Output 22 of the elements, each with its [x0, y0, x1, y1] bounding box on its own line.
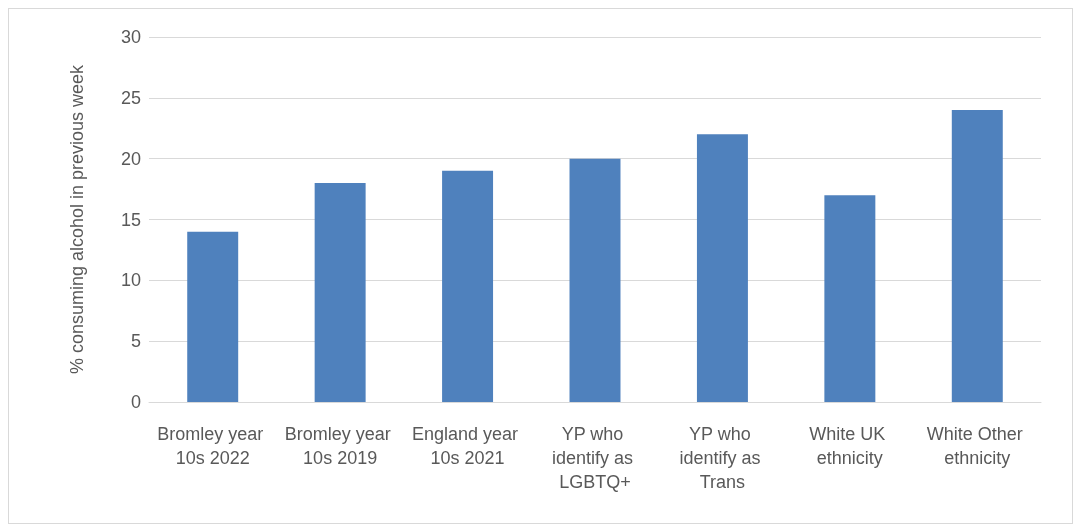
bar: [314, 183, 366, 402]
y-tick-label: 15: [120, 209, 141, 230]
y-tick-label: 20: [120, 148, 141, 169]
x-tick-label: England year 10s 2021: [412, 424, 524, 468]
x-tick-label: YP who identify as Trans: [679, 424, 766, 492]
x-tick-label: White Other ethnicity: [926, 424, 1028, 468]
bar: [569, 158, 621, 402]
x-tick-label: Bromley year 10s 2022: [157, 424, 269, 468]
x-tick-label: Bromley year 10s 2019: [284, 424, 396, 468]
bar: [187, 231, 239, 402]
bar: [696, 134, 748, 402]
y-tick-label: 25: [120, 87, 141, 108]
y-tick-label: 5: [130, 331, 141, 352]
y-tick-label: 0: [130, 392, 141, 412]
bar: [442, 170, 494, 402]
bar: [824, 195, 876, 402]
y-axis-title: % consuming alcohol in previous week: [67, 63, 87, 375]
y-tick-label: 10: [120, 270, 141, 291]
x-tick-label: White UK ethnicity: [809, 424, 891, 468]
y-tick-label: 30: [120, 27, 141, 47]
bar: [951, 110, 1003, 402]
x-tick-label: YP who identify as LGBTQ+: [551, 424, 639, 492]
